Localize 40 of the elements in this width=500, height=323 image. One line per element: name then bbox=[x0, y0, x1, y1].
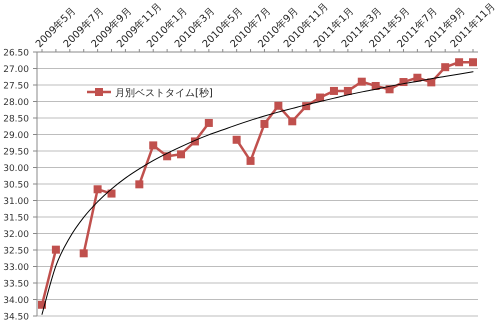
point bbox=[94, 185, 102, 194]
point bbox=[413, 74, 422, 82]
point bbox=[427, 78, 436, 86]
y-tick-label: 34.50 bbox=[3, 312, 30, 322]
y-tick-label: 28.00 bbox=[3, 98, 30, 108]
point bbox=[177, 150, 186, 158]
point bbox=[204, 118, 213, 127]
y-tick-label: 33.50 bbox=[3, 280, 30, 290]
point bbox=[469, 58, 477, 66]
point bbox=[52, 246, 60, 254]
y-tick-label: 28.50 bbox=[3, 114, 30, 124]
y-tick-label: 33.00 bbox=[3, 263, 30, 273]
legend-label: 月別ベストタイム[秒] bbox=[115, 87, 213, 99]
point bbox=[108, 190, 116, 198]
point bbox=[316, 94, 324, 102]
point bbox=[288, 117, 296, 126]
point bbox=[330, 86, 338, 95]
y-tick-label: 29.50 bbox=[3, 148, 30, 158]
point bbox=[344, 86, 352, 95]
point bbox=[358, 78, 366, 86]
point bbox=[260, 120, 268, 128]
y-tick-label: 31.00 bbox=[3, 197, 30, 207]
point bbox=[135, 180, 144, 188]
y-tick-label: 32.50 bbox=[3, 246, 30, 256]
y-tick-label: 32.00 bbox=[3, 230, 30, 240]
y-tick-label: 26.50 bbox=[3, 48, 30, 58]
point bbox=[149, 141, 158, 150]
point bbox=[274, 102, 282, 110]
point bbox=[80, 249, 88, 258]
point bbox=[441, 63, 450, 72]
point bbox=[232, 136, 241, 144]
y-tick-label: 30.50 bbox=[3, 180, 30, 190]
y-tick-label: 31.50 bbox=[3, 214, 30, 224]
y-tick-label: 29.00 bbox=[3, 131, 30, 141]
y-tick-label: 30.00 bbox=[3, 164, 30, 174]
point bbox=[455, 58, 464, 66]
y-tick-label: 27.50 bbox=[3, 82, 30, 92]
y-tick-label: 27.00 bbox=[3, 65, 30, 75]
y-tick-label: 34.00 bbox=[3, 296, 30, 306]
point bbox=[246, 156, 255, 165]
